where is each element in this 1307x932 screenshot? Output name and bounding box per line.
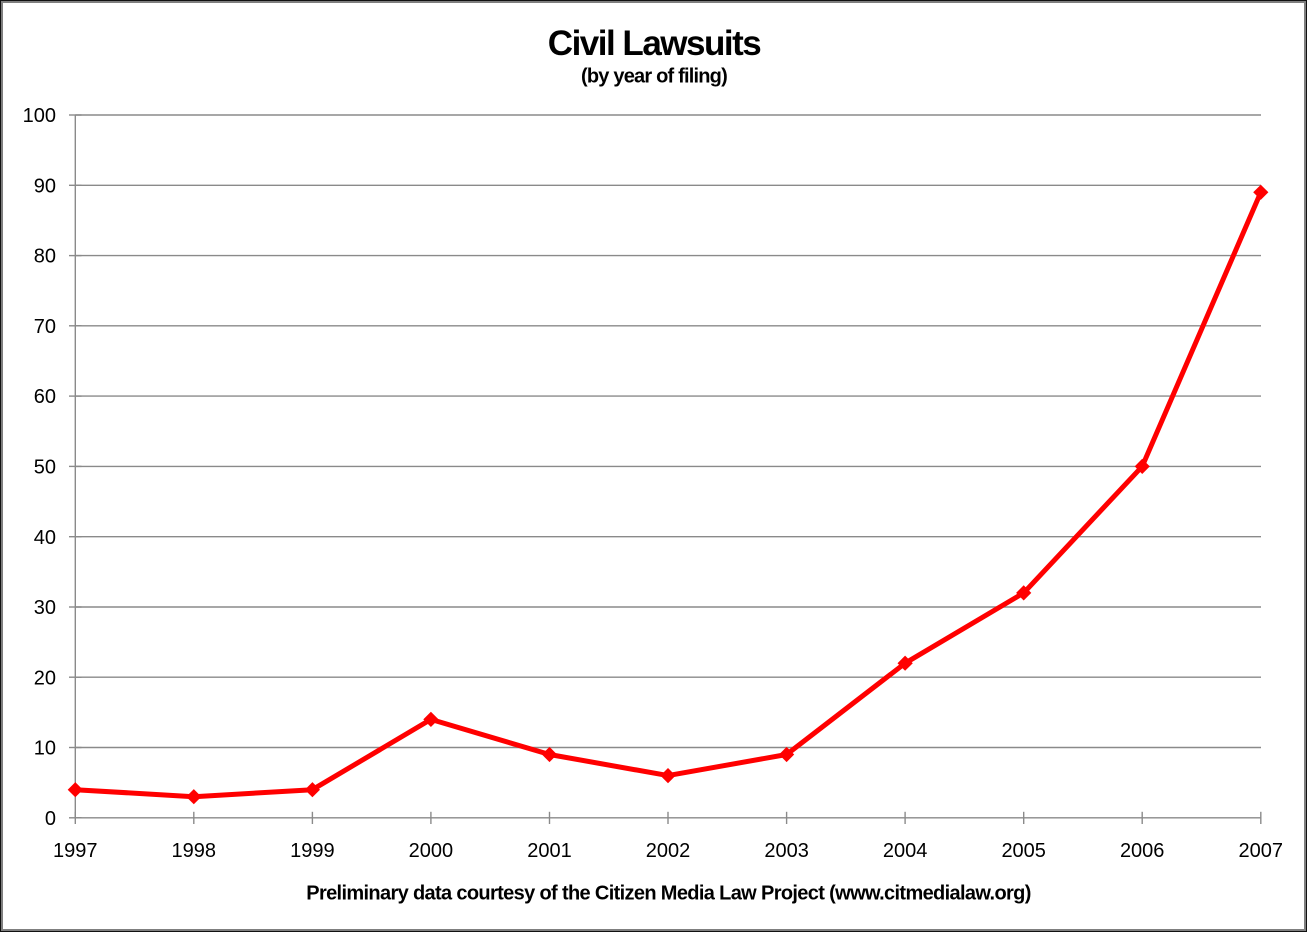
svg-text:2005: 2005 bbox=[1001, 840, 1046, 862]
svg-text:2007: 2007 bbox=[1239, 840, 1284, 862]
svg-text:Preliminary data courtesy of t: Preliminary data courtesy of the Citizen… bbox=[306, 883, 1030, 905]
svg-text:1997: 1997 bbox=[53, 840, 98, 862]
svg-text:90: 90 bbox=[34, 175, 56, 197]
svg-text:Civil Lawsuits: Civil Lawsuits bbox=[548, 24, 761, 63]
svg-text:10: 10 bbox=[34, 738, 56, 760]
svg-text:1999: 1999 bbox=[290, 840, 335, 862]
svg-text:2003: 2003 bbox=[764, 840, 809, 862]
svg-text:2001: 2001 bbox=[527, 840, 572, 862]
svg-text:50: 50 bbox=[34, 457, 56, 479]
svg-text:20: 20 bbox=[34, 667, 56, 689]
svg-text:100: 100 bbox=[23, 105, 56, 127]
svg-text:2000: 2000 bbox=[409, 840, 454, 862]
svg-text:2002: 2002 bbox=[646, 840, 691, 862]
svg-text:(by year of filing): (by year of filing) bbox=[581, 65, 727, 87]
svg-text:2006: 2006 bbox=[1120, 840, 1165, 862]
svg-text:30: 30 bbox=[34, 597, 56, 619]
svg-text:70: 70 bbox=[34, 316, 56, 338]
svg-text:1998: 1998 bbox=[172, 840, 217, 862]
svg-text:2004: 2004 bbox=[883, 840, 928, 862]
svg-text:0: 0 bbox=[45, 808, 56, 830]
svg-text:60: 60 bbox=[34, 386, 56, 408]
svg-text:40: 40 bbox=[34, 527, 56, 549]
svg-text:80: 80 bbox=[34, 246, 56, 268]
